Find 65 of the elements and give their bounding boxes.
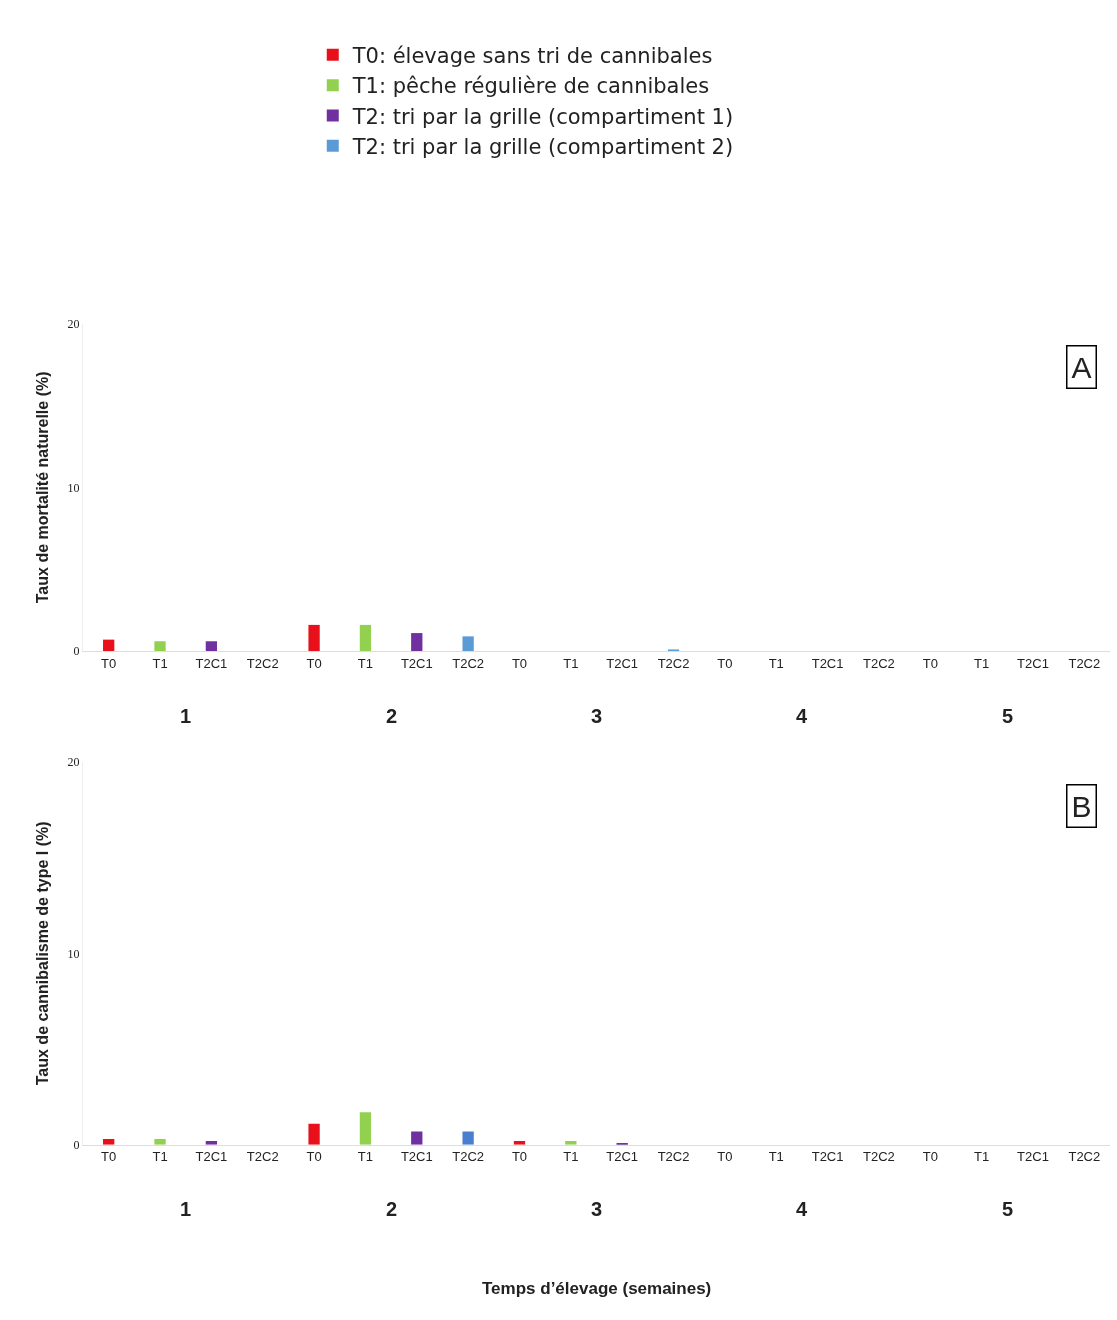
text: 4 [796,705,808,727]
x-tick-label: T0 [306,655,322,671]
x-tick-label: T2C2 [1068,1149,1101,1165]
annotation: B [1071,789,1092,823]
x-tick-label: T0 [717,1149,733,1165]
annotation: A [1071,350,1092,384]
x-tick-label: T2C2 [246,1149,279,1165]
y-axis-title: Taux de mortalité naturelle (%) [34,371,52,604]
y-axis-title: Taux de cannibalisme de type I (%) [34,821,52,1086]
y-tick-label: 0 [73,644,80,659]
y-tick-label: 20 [67,316,80,331]
x-tick-label: T0 [922,655,938,671]
x-tick-label: T0 [306,1149,322,1165]
x-tick-label: T1 [768,655,784,671]
x-tick-label: T2C2 [657,1149,690,1165]
legend-label: T1: pêche régulière de cannibales [351,74,710,99]
x-axis-title: Temps d’élevage (semaines) [482,1279,712,1298]
x-tick-label: T1 [974,655,990,671]
legend-label: T2: tri par la grille (compartiment 1) [351,104,734,129]
x-tick-label: T2C1 [400,655,433,671]
x-tick-label: T1 [563,655,579,671]
x-tick-label: T2C1 [1017,1149,1049,1165]
y-tick-label: 20 [67,755,80,770]
x-tick-label: T2C2 [657,655,690,671]
y-tick-label: 0 [73,1138,80,1153]
x-tick-label: T2C1 [195,655,228,671]
x-tick-label: T0 [101,1149,117,1165]
x-tick-label: T2C2 [1068,655,1101,671]
text: 1 [180,1198,192,1220]
x-tick-label: T1 [974,1149,990,1165]
y-tick-label: 10 [67,946,80,961]
x-tick-label: T1 [357,1149,374,1165]
x-tick-label: T2C1 [606,655,639,671]
x-tick-label: T0 [101,655,117,671]
x-tick-label: T0 [717,655,733,671]
text: 1 [180,705,192,727]
x-tick-label: T0 [511,655,528,671]
text: 5 [1002,1198,1014,1220]
text: 4 [796,1198,808,1220]
legend-label: T0: élevage sans tri de cannibales [351,44,713,69]
x-tick-label: T2C2 [452,1149,485,1165]
x-tick-label: T1 [563,1149,579,1165]
text: 3 [591,705,603,727]
text: 2 [386,1198,398,1220]
x-tick-label: T0 [922,1149,938,1165]
legend-label: T2: tri par la grille (compartiment 2) [351,134,734,159]
x-tick-label: T1 [768,1149,784,1165]
x-tick-label: T1 [357,655,374,671]
text: 2 [386,705,398,727]
x-tick-label: T0 [511,1149,528,1165]
x-tick-label: T1 [152,1149,168,1165]
x-tick-label: T2C2 [246,655,279,671]
x-tick-label: T2C2 [452,655,485,671]
text: 3 [591,1198,603,1220]
x-tick-label: T2C1 [1017,655,1049,671]
x-tick-label: T2C2 [863,655,895,671]
x-tick-label: T2C1 [811,1149,844,1165]
x-tick-label: T2C1 [606,1149,639,1165]
x-tick-label: T2C2 [863,1149,895,1165]
x-tick-label: T2C1 [811,655,844,671]
x-tick-label: T2C1 [195,1149,228,1165]
text: 5 [1002,705,1014,727]
x-tick-label: T1 [152,655,168,671]
x-tick-label: T2C1 [400,1149,433,1165]
y-tick-label: 10 [67,480,80,495]
